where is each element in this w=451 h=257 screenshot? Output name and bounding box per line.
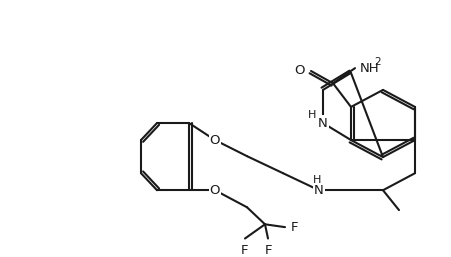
Text: H: H — [308, 111, 316, 121]
Text: O: O — [210, 184, 220, 197]
Text: F: F — [291, 221, 299, 234]
Text: 2: 2 — [374, 58, 381, 68]
Text: NH: NH — [360, 62, 380, 75]
Text: F: F — [241, 244, 249, 257]
Text: H: H — [313, 175, 321, 185]
Text: N: N — [318, 116, 328, 130]
Text: N: N — [314, 184, 324, 197]
Text: O: O — [210, 134, 220, 146]
Text: O: O — [295, 65, 305, 77]
Text: F: F — [264, 244, 272, 257]
